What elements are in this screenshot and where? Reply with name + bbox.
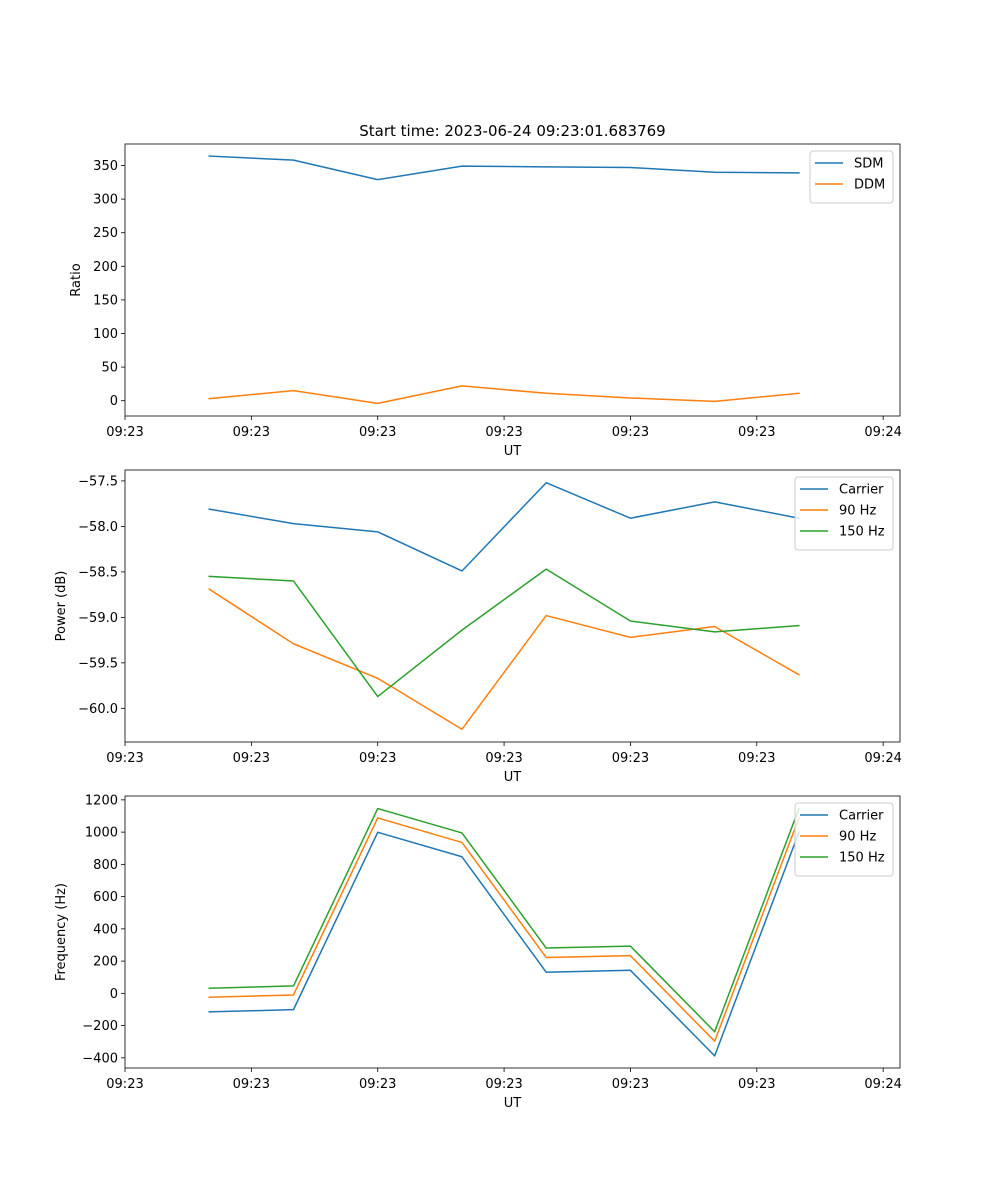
y-axis-label: Power (dB) bbox=[54, 571, 69, 642]
x-axis-label: UT bbox=[504, 444, 522, 459]
x-tick-label: 09:23 bbox=[106, 751, 143, 766]
series-line-2-3 bbox=[208, 568, 800, 698]
legend-label: 90 Hz bbox=[839, 830, 876, 845]
y-tick-label: 400 bbox=[93, 922, 118, 937]
legend-box bbox=[809, 150, 894, 204]
x-tick-label: 09:23 bbox=[738, 425, 775, 440]
y-tick-label: 300 bbox=[93, 193, 118, 208]
series-line-3-1 bbox=[208, 831, 800, 1057]
legend-label: 90 Hz bbox=[839, 504, 876, 519]
series-line-3-3 bbox=[208, 807, 800, 1033]
legend-label: 150 Hz bbox=[839, 851, 885, 866]
axes-frame bbox=[124, 795, 901, 1069]
x-tick-label: 09:23 bbox=[359, 751, 396, 766]
x-tick-label: 09:23 bbox=[106, 425, 143, 440]
x-axis-label: UT bbox=[504, 770, 522, 785]
legend: Carrier 90 Hz 150 Hz bbox=[794, 802, 894, 877]
y-tick-label: 50 bbox=[101, 361, 118, 376]
y-tick-label: 800 bbox=[93, 858, 118, 873]
x-tick-label: 09:23 bbox=[612, 1077, 649, 1092]
y-tick-label: 1000 bbox=[85, 826, 118, 841]
x-axis-label: UT bbox=[504, 1096, 522, 1111]
x-tick-label: 09:23 bbox=[233, 425, 270, 440]
x-tick-label: 09:24 bbox=[864, 751, 901, 766]
x-tick-label: 09:23 bbox=[106, 1077, 143, 1092]
legend-label: 150 Hz bbox=[839, 525, 885, 540]
y-tick-label: 1200 bbox=[85, 793, 118, 808]
y-tick-label: 600 bbox=[93, 890, 118, 905]
legend-label: DDM bbox=[854, 178, 885, 193]
y-tick-label: 250 bbox=[93, 226, 118, 241]
series-line-2-2 bbox=[208, 588, 800, 731]
y-tick-label: 200 bbox=[93, 955, 118, 970]
y-tick-label: −58.0 bbox=[78, 520, 118, 535]
figure-title: Start time: 2023-06-24 09:23:01.683769 bbox=[359, 122, 665, 140]
y-tick-label: 200 bbox=[93, 260, 118, 275]
y-tick-label: −57.5 bbox=[78, 474, 118, 489]
y-tick-label: 100 bbox=[93, 327, 118, 342]
series-line-2-1 bbox=[208, 481, 800, 572]
y-axis-label: Ratio bbox=[69, 263, 84, 296]
x-tick-label: 09:23 bbox=[233, 1077, 270, 1092]
x-tick-label: 09:23 bbox=[485, 1077, 522, 1092]
x-tick-label: 09:23 bbox=[612, 751, 649, 766]
y-tick-label: −200 bbox=[82, 1019, 118, 1034]
y-tick-label: −58.5 bbox=[78, 565, 118, 580]
series-line-1-2 bbox=[208, 385, 800, 405]
y-tick-label: −60.0 bbox=[78, 702, 118, 717]
axes-frame bbox=[124, 143, 901, 417]
y-tick-label: 0 bbox=[110, 987, 118, 1002]
legend-label: SDM bbox=[854, 157, 883, 172]
x-tick-label: 09:23 bbox=[738, 1077, 775, 1092]
x-tick-label: 09:23 bbox=[485, 425, 522, 440]
x-tick-label: 09:23 bbox=[485, 751, 522, 766]
x-tick-label: 09:23 bbox=[359, 425, 396, 440]
subplot-1: 09:23 09:23 09:23 09:23 09:23 09:23 09:24 0 50 10… bbox=[69, 143, 902, 459]
x-tick-label: 09:24 bbox=[864, 425, 901, 440]
series-line-1-1 bbox=[208, 155, 800, 181]
y-tick-label: 0 bbox=[110, 394, 118, 409]
y-tick-label: −400 bbox=[82, 1051, 118, 1066]
x-tick-label: 09:23 bbox=[233, 751, 270, 766]
y-axis-label: Frequency (Hz) bbox=[54, 883, 69, 981]
subplot-2: 09:23 09:23 09:23 09:23 09:23 09:23 09:24 −60.0… bbox=[54, 469, 902, 785]
y-tick-label: −59.0 bbox=[78, 611, 118, 626]
legend: Carrier 90 Hz 150 Hz bbox=[794, 476, 894, 551]
y-tick-label: −59.5 bbox=[78, 656, 118, 671]
x-tick-label: 09:24 bbox=[864, 1077, 901, 1092]
subplots: 09:23 09:23 09:23 09:23 09:23 09:23 09:24 0 50 10… bbox=[54, 143, 902, 1111]
series-line-3-2 bbox=[208, 816, 800, 1042]
legend: SDM DDM bbox=[809, 150, 894, 204]
y-tick-label: 150 bbox=[93, 293, 118, 308]
x-tick-label: 09:23 bbox=[738, 751, 775, 766]
x-tick-label: 09:23 bbox=[359, 1077, 396, 1092]
axes-frame bbox=[124, 469, 901, 743]
legend-label: Carrier bbox=[839, 809, 884, 824]
legend-label: Carrier bbox=[839, 483, 884, 498]
y-tick-label: 350 bbox=[93, 159, 118, 174]
subplot-3: 09:23 09:23 09:23 09:23 09:23 09:23 09:24 −400 −… bbox=[54, 793, 902, 1111]
x-tick-label: 09:23 bbox=[612, 425, 649, 440]
